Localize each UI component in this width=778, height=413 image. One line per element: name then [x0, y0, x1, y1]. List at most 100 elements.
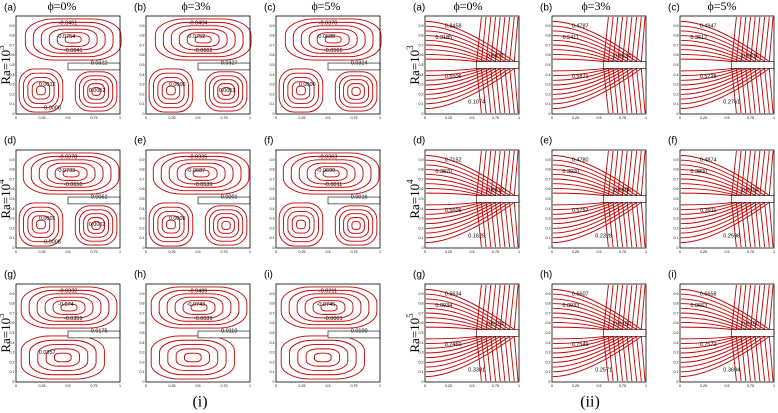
streamline — [324, 35, 342, 44]
x-tick-label: 0.75 — [747, 250, 754, 254]
contour-label: -0.0690 — [317, 168, 336, 174]
x-tick-label: 0 — [679, 116, 681, 120]
plot: (d) -0.0378 -0.0733 -0.0650 0.0061 0.0001 0.00… — [4, 136, 121, 254]
contour-label: 0.5871 — [487, 54, 504, 60]
y-tick-label: 0.4 — [419, 207, 424, 211]
streamline — [208, 209, 244, 242]
x-tick-label: 0.5 — [597, 116, 602, 120]
y-tick-label: 0.6 — [140, 187, 145, 191]
x-tick-label: 1 — [773, 250, 775, 254]
contour-label: -0.0370 — [319, 20, 338, 26]
streamline — [64, 35, 82, 44]
streamline — [343, 79, 370, 104]
isotherm — [680, 335, 766, 382]
x-tick-label: 0.5 — [725, 250, 730, 254]
streamline — [304, 296, 354, 319]
isotherm — [552, 16, 638, 63]
streamline — [280, 335, 365, 380]
baffle — [603, 195, 647, 203]
streamline — [150, 286, 248, 329]
isotherm — [552, 67, 642, 114]
y-tick-label: 0.6 — [270, 187, 275, 191]
plot-tag: (e) — [540, 136, 552, 147]
isotherm — [425, 201, 511, 248]
streamline — [278, 68, 324, 113]
isotherm — [425, 150, 515, 197]
x-tick-label: 1 — [379, 116, 381, 120]
contour-label: -0.0688 — [317, 34, 336, 40]
column-header: ϕ=0% — [453, 0, 482, 13]
row-label-exponent: 3 — [0, 45, 6, 50]
streamline — [24, 18, 122, 61]
y-tick-label: 0.1 — [674, 236, 679, 240]
y-tick-label: 0.8 — [419, 302, 424, 306]
column-header: ϕ=0% — [47, 0, 76, 13]
y-tick-label: 0.1 — [270, 102, 275, 106]
plot-tag: (d) — [413, 136, 425, 147]
contour-label: 0.3612 — [690, 35, 707, 41]
streamline — [217, 83, 235, 100]
plot-frame — [15, 283, 121, 383]
y-tick-label: 0.2 — [140, 226, 145, 230]
row-label: Ra=103 — [405, 45, 422, 85]
contour-label: -0.0602 — [194, 48, 213, 54]
column-header: ϕ=3% — [181, 0, 210, 13]
y-tick-label: 0.7 — [10, 43, 15, 47]
plot-frame — [275, 283, 381, 383]
streamline — [20, 335, 105, 380]
isotherm — [552, 284, 646, 331]
streamline — [300, 25, 366, 54]
contour-label: 0.2328 — [595, 234, 612, 240]
x-tick-label: 0.75 — [619, 250, 626, 254]
contour-label: 0.7460 — [445, 342, 462, 348]
x-tick-label: 1 — [645, 116, 647, 120]
x-tick-label: 1 — [119, 250, 121, 254]
streamline — [91, 87, 101, 96]
plot-frame — [15, 15, 121, 115]
y-tick-label: 0.3 — [419, 217, 424, 221]
streamline — [168, 159, 234, 188]
contour-label: 0.0934 — [435, 303, 452, 309]
plot-frame — [551, 149, 647, 249]
y-tick-label: 0.6 — [270, 53, 275, 57]
y-tick-label: 0.1 — [546, 236, 551, 240]
y-tick-label: 0.8 — [10, 34, 15, 38]
x-tick-label: 1 — [119, 116, 121, 120]
streamline — [213, 79, 240, 104]
isotherm — [680, 16, 766, 63]
isotherm — [552, 284, 642, 331]
contour-label: 0.1074 — [468, 100, 485, 106]
streamline — [308, 28, 358, 51]
x-tick-label: 1 — [249, 384, 251, 388]
row-label-base: Ra=10 — [0, 184, 13, 219]
streamline — [292, 21, 374, 58]
y-tick-label: 0 — [273, 380, 275, 384]
streamline — [83, 79, 110, 104]
x-tick-label: 0.75 — [619, 116, 626, 120]
y-tick-label: 0.8 — [419, 168, 424, 172]
x-tick-label: 0.75 — [351, 384, 358, 388]
contour-label: 0.0327 — [221, 60, 238, 66]
plot: (b) 0.4787 0.5411 0.8524 0.5871 0 0.25 0.5 0.75 1… — [540, 3, 647, 120]
y-tick-label: 0.7 — [140, 311, 145, 315]
y-tick-label: 0.2 — [674, 226, 679, 230]
y-tick-label: 0.4 — [674, 207, 679, 211]
y-tick-label: 0.2 — [270, 92, 275, 96]
y-tick-label: 0.3 — [140, 351, 145, 355]
y-tick-label: 0.3 — [546, 83, 551, 87]
contour-label: 0.0000 — [169, 82, 186, 88]
y-tick-label: 0.4 — [10, 207, 15, 211]
y-tick-label: 0.2 — [419, 92, 424, 96]
plot-tag: (f) — [668, 136, 677, 147]
y-tick-label: 0.4 — [140, 341, 145, 345]
y-tick-label: 0.6 — [674, 321, 679, 325]
x-tick-label: 0.75 — [619, 384, 626, 388]
contour-label: 0.3800 — [690, 169, 707, 175]
x-tick-label: 0.5 — [597, 250, 602, 254]
y-tick-label: 0.9 — [270, 24, 275, 28]
plot: (e) -0.0335 -0.0687 -0.0539 0.0001 0.0009 0 0.2… — [134, 136, 251, 254]
isotherm — [680, 16, 770, 63]
streamline — [27, 211, 55, 238]
y-tick-label: 0 — [13, 246, 15, 250]
streamline — [91, 221, 101, 230]
